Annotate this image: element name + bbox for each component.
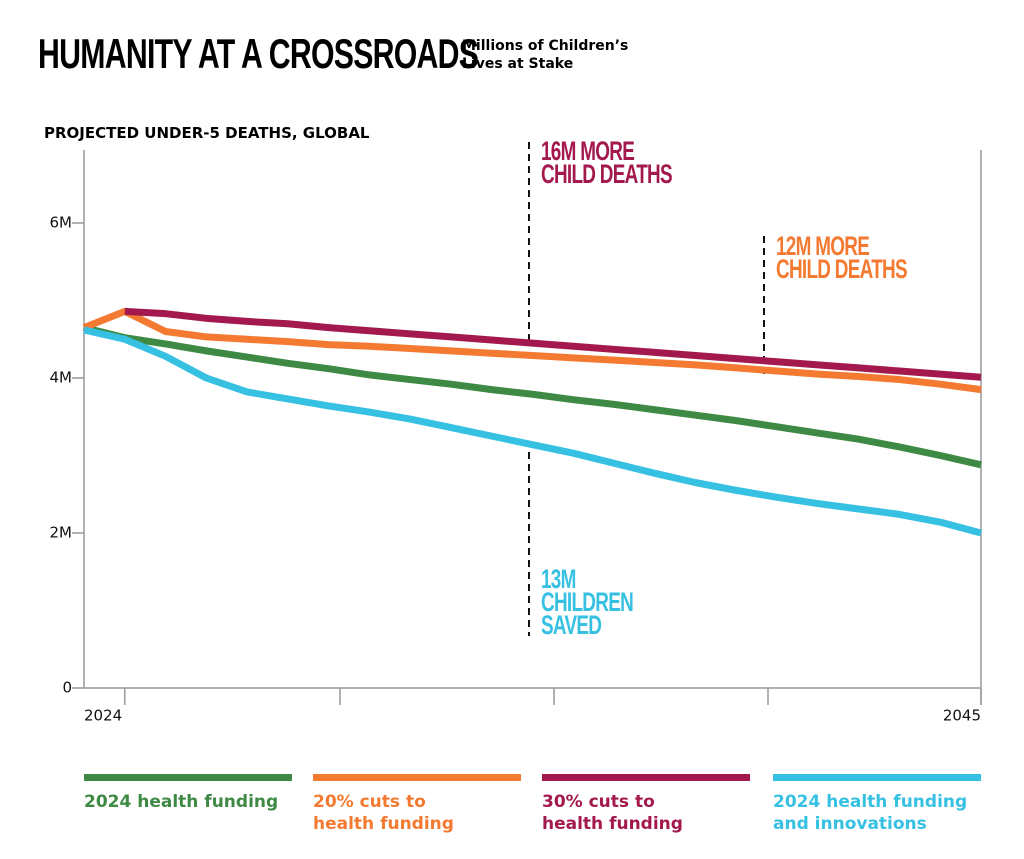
chart: 0 2M 4M 6M 2024 2045 xyxy=(50,142,982,725)
y-axis-label: PROJECTED UNDER-5 DEATHS, GLOBAL xyxy=(44,124,370,142)
legend-item: 2024 health funding xyxy=(84,774,292,813)
legend-item: 20% cuts to health funding xyxy=(313,774,521,835)
title: HUMANITY AT A CROSSROADS xyxy=(38,30,479,77)
legend-label: 2024 health funding xyxy=(84,792,279,812)
series-line xyxy=(82,307,982,394)
legend-swatch xyxy=(773,774,981,781)
y-tick-label: 0 xyxy=(62,679,72,697)
legend-label: 20% cuts to health funding xyxy=(313,792,454,834)
legend-item: 2024 health funding and innovations xyxy=(773,774,981,835)
annotation: 13M CHILDREN SAVED xyxy=(541,564,634,640)
x-tick-label: 2024 xyxy=(84,707,122,725)
subtitle: Millions of Children’s Lives at Stake xyxy=(462,38,629,72)
y-tick-label: 4M xyxy=(50,369,73,387)
legend-swatch xyxy=(542,774,750,781)
legend-label: 30% cuts to health funding xyxy=(542,792,683,834)
series-line xyxy=(83,326,982,537)
annotation: 16M MORE CHILD DEATHS xyxy=(541,136,673,189)
legend-item: 30% cuts to health funding xyxy=(542,774,750,835)
legend-swatch xyxy=(313,774,521,781)
series-line xyxy=(83,324,982,469)
annotation: 12M MORE CHILD DEATHS xyxy=(776,231,908,284)
series-line xyxy=(124,307,982,381)
y-tick-label: 6M xyxy=(50,214,73,232)
y-tick-label: 2M xyxy=(50,524,73,542)
legend-swatch xyxy=(84,774,292,781)
x-tick-label: 2045 xyxy=(943,707,981,725)
legend-label: 2024 health funding and innovations xyxy=(773,792,968,834)
